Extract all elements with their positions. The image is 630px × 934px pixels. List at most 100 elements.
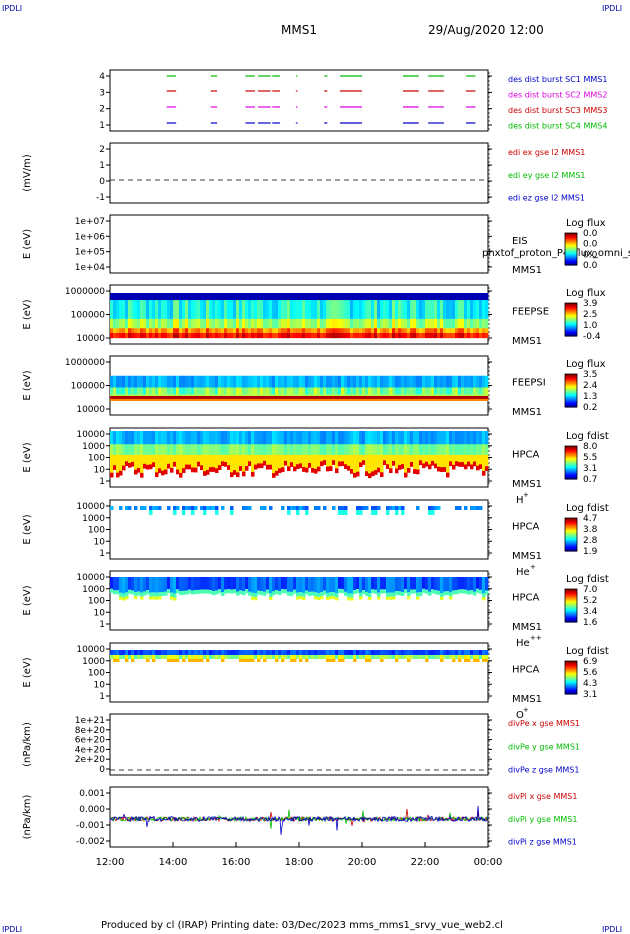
spectrogram-cell [374,293,378,301]
spectrogram-cell [392,375,396,388]
spectrogram-cell [299,592,303,597]
spectrogram-cell [275,650,279,655]
spectrogram-cell [440,394,444,397]
spectrogram-cell [263,591,267,596]
spectrogram-cell [458,650,462,655]
spectrogram-cell [338,293,342,301]
spectrogram-cell [305,332,309,339]
colorbar-swatch [565,303,577,305]
spectrogram-cell [221,328,225,334]
colorbar-swatch [565,393,577,396]
colorbar-swatch [565,540,577,542]
spectrogram-cell [479,318,483,329]
colorbar-tick-label: 3.9 [583,299,598,309]
spectrogram-cell [137,394,141,397]
spectrogram-cell [125,328,129,334]
spectrogram-cell [263,395,267,399]
spectrogram-cell [284,394,288,397]
spectrogram-cell [227,387,231,396]
spectrogram-cell [455,395,459,399]
spectrogram-cell [329,466,333,471]
spectrogram-cell [416,444,420,456]
spectrogram-cell [194,332,198,339]
colorbar-swatch [565,234,577,236]
y-axis-label: E (eV) [22,442,33,472]
spectrogram-cell [395,444,399,456]
spectrogram-cell [401,510,405,515]
spectrogram-cell [353,394,357,397]
spectrogram-cell [245,444,249,456]
spectrogram-cell [281,655,285,659]
spectrogram-cell [350,650,354,655]
spectrogram-cell [173,650,177,655]
spectrogram-cell [374,328,378,334]
spectrogram-cell [236,650,240,655]
spectrogram-cell [236,318,240,329]
spectrogram-cell [161,293,165,301]
spectrogram-cell [395,300,399,320]
spectrogram-cell [353,318,357,329]
spectrogram-cell [476,650,480,655]
spectrogram-cell [335,655,339,659]
spectrogram-cell [383,300,387,320]
spectrogram-cell [158,318,162,329]
spectrogram-cell [461,454,465,463]
spectrogram-cell [227,375,231,388]
spectrogram-cell [113,318,117,329]
spectrogram-cell [323,398,327,401]
spectrogram-cell [476,375,480,388]
datetime-title: 29/Aug/2020 12:00 [428,23,544,37]
spectrogram-cell [338,655,342,659]
spectrogram-cell [212,398,216,401]
spectrogram-cell [443,318,447,329]
spectrogram-cell [440,431,444,445]
spectrogram-cell [110,444,114,456]
spectrogram-cell [221,592,225,597]
spectrogram-cell [350,398,354,401]
spectrogram-cell [455,293,459,301]
spectrogram-cell [317,466,321,472]
spectrogram-cell [248,293,252,301]
spectrogram-cell [401,375,405,388]
spectrogram-cell [245,577,249,590]
species-label: H [516,495,524,506]
spectrogram-cell [479,655,483,659]
spectrogram-cell [182,577,186,591]
spectrogram-cell [110,394,114,397]
spectrogram-cell [155,293,159,301]
spectrogram-cell [287,454,291,467]
spectrogram-cell [155,387,159,396]
colorbar-swatch [565,530,577,532]
spectrogram-cell [368,655,372,659]
spectrogram-cell [158,468,162,474]
spectrogram-cell [419,387,423,396]
spectrogram-cell [188,387,192,396]
spectrogram-cell [149,650,153,655]
colorbar-tick-label: 0.0 [583,240,598,250]
spectrogram-cell [392,650,396,655]
spectrogram-cell [326,293,330,301]
spectrogram-cell [182,328,186,334]
spectrogram-cell [446,394,450,397]
spectrogram-cell [458,387,462,396]
spectrogram-cell [275,589,279,594]
spectrogram-cell [380,577,384,590]
colorbar-swatch [565,472,577,475]
colorbar-swatch [565,608,577,611]
spectrogram-cell [131,318,135,329]
spectrogram-cell [218,431,222,445]
spectrogram-cell [464,577,468,590]
spectrogram-cell [398,650,402,655]
spectrogram-cell [446,395,450,399]
spectrogram-cell [311,293,315,301]
spectrogram-cell [293,300,297,320]
spectrogram-cell [179,650,183,655]
spectrogram-cell [389,431,393,445]
spectrogram-cell [449,293,453,301]
spectrogram-cell [152,506,156,510]
spectrogram-cell [356,395,360,399]
spectrogram-cell [218,577,222,590]
spectrogram-cell [317,318,321,329]
spectrogram-cell [131,461,135,467]
spectrogram-cell [302,454,306,468]
